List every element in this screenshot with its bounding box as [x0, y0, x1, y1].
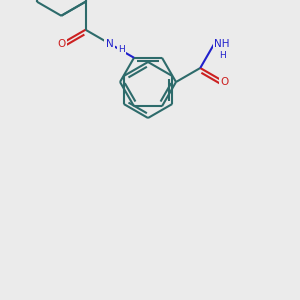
Text: H: H [118, 45, 125, 54]
Text: O: O [57, 39, 65, 49]
Text: NH: NH [214, 39, 230, 49]
Text: N: N [106, 39, 114, 49]
Text: H: H [219, 51, 226, 60]
Text: O: O [220, 77, 229, 87]
